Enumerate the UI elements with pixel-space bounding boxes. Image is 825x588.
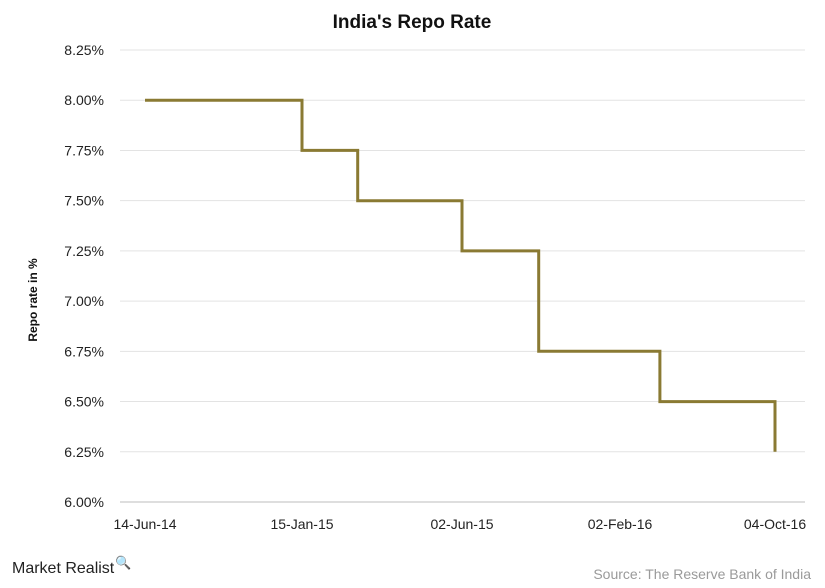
x-tick-label: 15-Jan-15 (270, 516, 333, 532)
brand-name: Market Realist (12, 560, 115, 577)
y-tick-label: 8.00% (64, 92, 104, 108)
source-note: Source: The Reserve Bank of India (593, 566, 811, 582)
x-tick-label: 04-Oct-16 (744, 516, 806, 532)
brand-logo: Market Realist🔍 (12, 555, 131, 578)
y-axis-tick-labels: 6.00% 6.25% 6.50% 6.75% 7.00% 7.25% 7.50% 7.75%… (64, 42, 104, 510)
chart-title: India's Repo Rate (333, 12, 492, 33)
y-tick-label: 7.00% (64, 293, 104, 309)
repo-rate-line (145, 98, 777, 452)
y-axis-label: Repo rate in % (26, 258, 40, 342)
x-tick-label: 02-Feb-16 (588, 516, 653, 532)
repo-rate-chart: India's Repo Rate 6.00% 6.25% 6.50% 6.75% 7.… (26, 12, 806, 532)
y-tick-label: 7.50% (64, 193, 104, 209)
y-tick-label: 7.75% (64, 142, 104, 158)
magnifier-icon: 🔍 (115, 555, 132, 570)
x-axis-tick-labels: 14-Jun-14 15-Jan-15 02-Jun-15 02-Feb-16 04-O… (113, 516, 806, 532)
x-tick-label: 14-Jun-14 (113, 516, 176, 532)
y-tick-label: 6.50% (64, 394, 104, 410)
y-tick-label: 8.25% (64, 42, 104, 58)
y-tick-label: 6.00% (64, 494, 104, 510)
y-tick-label: 6.75% (64, 343, 104, 359)
y-tick-label: 6.25% (64, 444, 104, 460)
y-tick-label: 7.25% (64, 243, 104, 259)
x-tick-label: 02-Jun-15 (430, 516, 493, 532)
